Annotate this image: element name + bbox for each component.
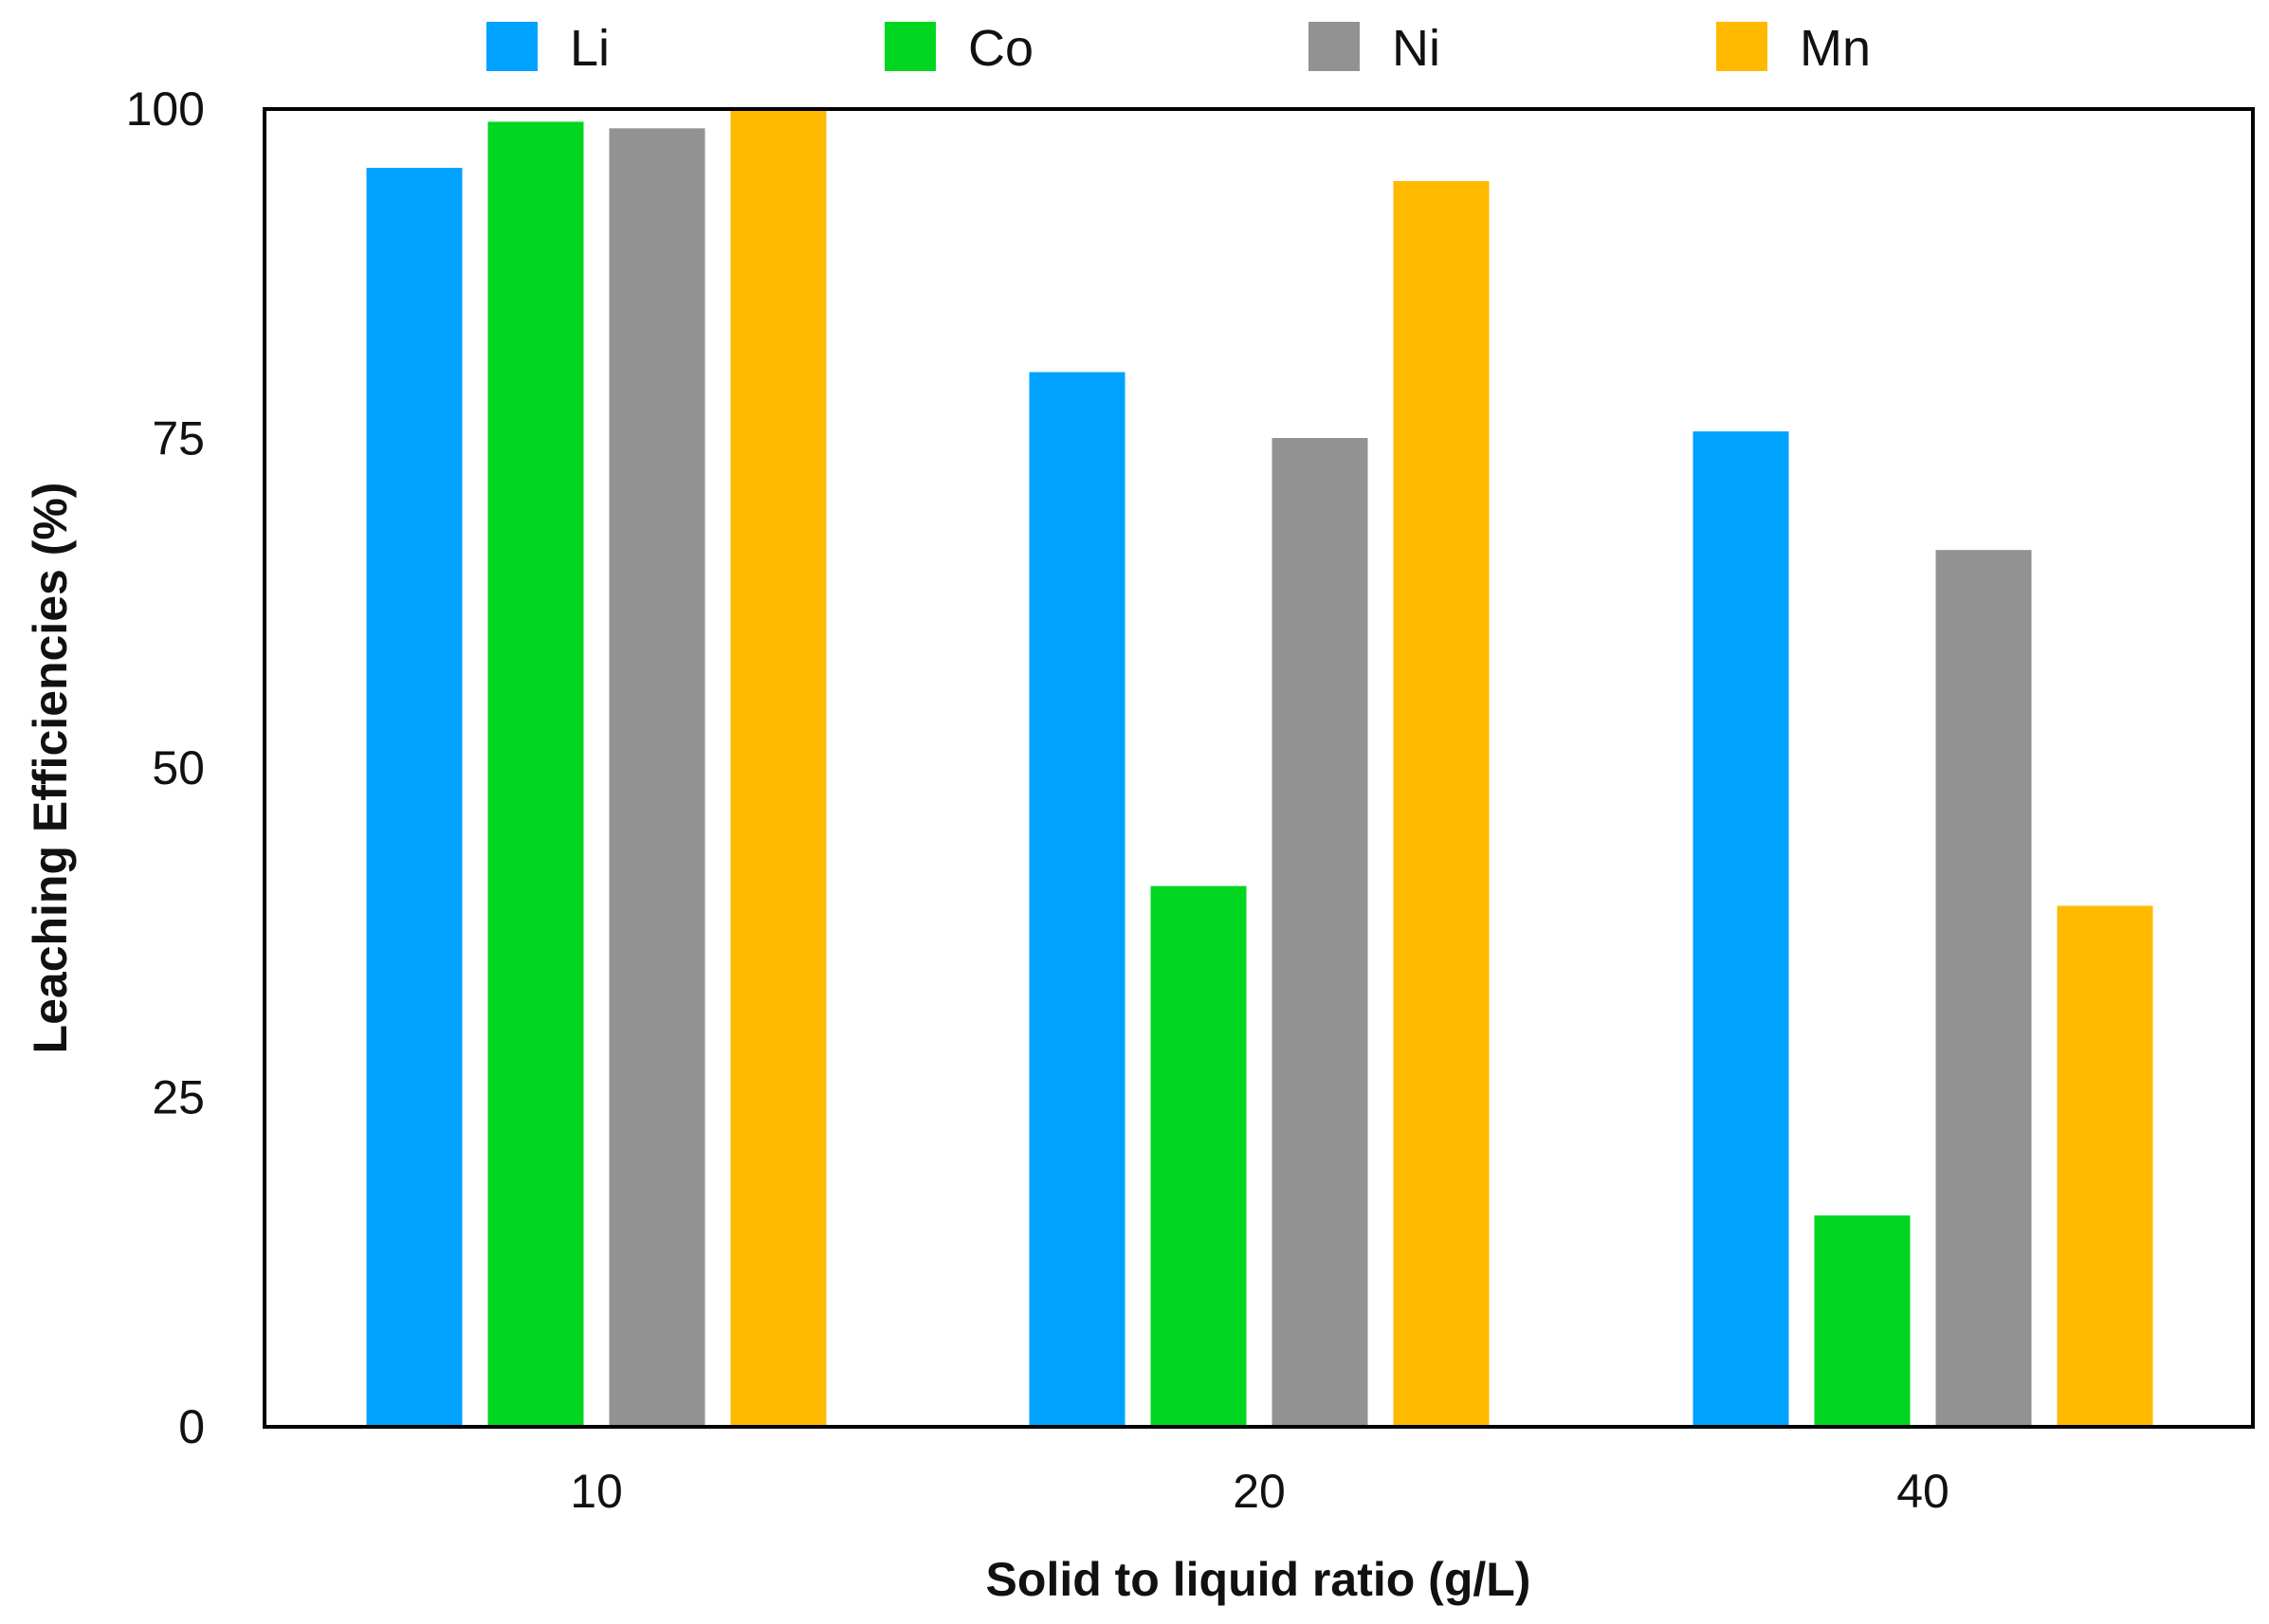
bar-mn-10 [730,108,827,1428]
y-tick-label-0: 0 [178,1400,205,1453]
legend-label-mn: Mn [1800,20,1871,77]
bars-group [366,108,2153,1428]
bar-li-20 [1029,372,1125,1428]
bar-co-40 [1814,1215,1911,1428]
bar-ni-10 [609,128,705,1428]
x-tick-label-20: 20 [1233,1465,1286,1518]
bar-li-40 [1693,431,1789,1428]
x-tick-label-40: 40 [1896,1465,1949,1518]
x-tick-label-10: 10 [570,1465,623,1518]
bar-co-10 [487,121,584,1428]
legend-swatch-li [486,22,538,71]
bar-ni-20 [1272,438,1368,1428]
y-tick-label-50: 50 [152,741,205,794]
y-axis-ticks: 0 25 50 75 100 [126,82,205,1453]
legend-swatch-ni [1308,22,1360,71]
legend: Li Co Ni Mn [486,20,1871,77]
bar-ni-40 [1935,550,2032,1428]
plot-area-frame [263,107,2255,1429]
legend-label-li: Li [570,20,610,77]
bar-co-20 [1150,885,1247,1428]
y-axis-title: Leaching Efficiencies (%) [24,483,77,1054]
bar-li-10 [366,168,463,1428]
y-tick-label-75: 75 [152,412,205,465]
legend-label-ni: Ni [1392,20,1440,77]
bar-mn-20 [1393,180,1490,1428]
legend-label-co: Co [968,20,1034,77]
legend-swatch-co [885,22,936,71]
y-tick-label-100: 100 [126,82,205,136]
x-axis-title: Solid to liquid ratio (g/L) [986,1553,1531,1606]
x-axis-ticks: 10 20 40 [570,1465,1949,1518]
y-tick-label-25: 25 [152,1071,205,1124]
bar-mn-40 [2057,905,2153,1428]
legend-swatch-mn [1716,22,1767,71]
